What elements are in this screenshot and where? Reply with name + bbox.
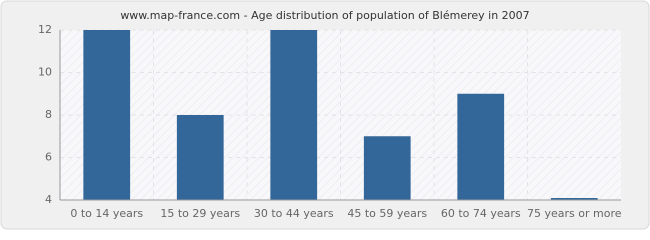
bar: [270, 30, 318, 200]
y-tick-label: 10: [38, 66, 52, 79]
bar: [83, 30, 131, 200]
y-tick-label: 12: [38, 23, 52, 36]
y-tick-label: 6: [45, 151, 52, 164]
y-tick-label: 8: [45, 108, 52, 121]
x-tick-label: 15 to 29 years: [160, 207, 240, 220]
x-tick-label: 45 to 59 years: [347, 207, 427, 220]
chart: www.map-france.com - Age distribution of…: [0, 0, 650, 230]
bar: [457, 93, 505, 200]
x-tick-label: 0 to 14 years: [70, 207, 143, 220]
bar: [550, 198, 598, 200]
x-tick-label: 30 to 44 years: [254, 207, 334, 220]
x-tick-label: 75 years or more: [527, 207, 622, 220]
chart-title: www.map-france.com - Age distribution of…: [120, 9, 529, 22]
bar: [363, 136, 411, 200]
page: www.map-france.com - Age distribution of…: [0, 0, 650, 230]
bar: [176, 115, 224, 200]
x-tick-label: 60 to 74 years: [441, 207, 521, 220]
y-tick-label: 4: [45, 193, 52, 206]
